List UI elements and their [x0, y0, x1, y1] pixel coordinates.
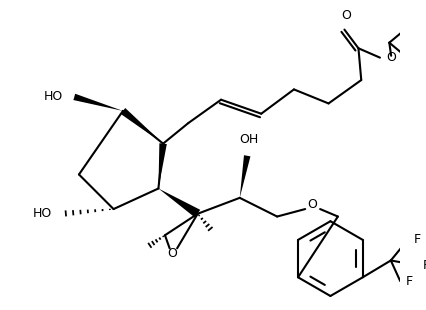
Text: F: F: [423, 259, 426, 272]
Polygon shape: [240, 155, 250, 198]
Text: O: O: [341, 9, 351, 22]
Text: HO: HO: [33, 207, 52, 220]
Polygon shape: [158, 188, 200, 218]
Text: OH: OH: [239, 133, 259, 146]
Polygon shape: [121, 108, 163, 144]
Text: O: O: [308, 198, 318, 211]
Polygon shape: [158, 143, 167, 188]
Text: F: F: [406, 275, 413, 288]
Text: O: O: [167, 247, 177, 260]
Text: HO: HO: [44, 91, 63, 104]
Text: F: F: [413, 233, 420, 246]
Polygon shape: [73, 94, 123, 111]
Text: O: O: [386, 51, 396, 64]
